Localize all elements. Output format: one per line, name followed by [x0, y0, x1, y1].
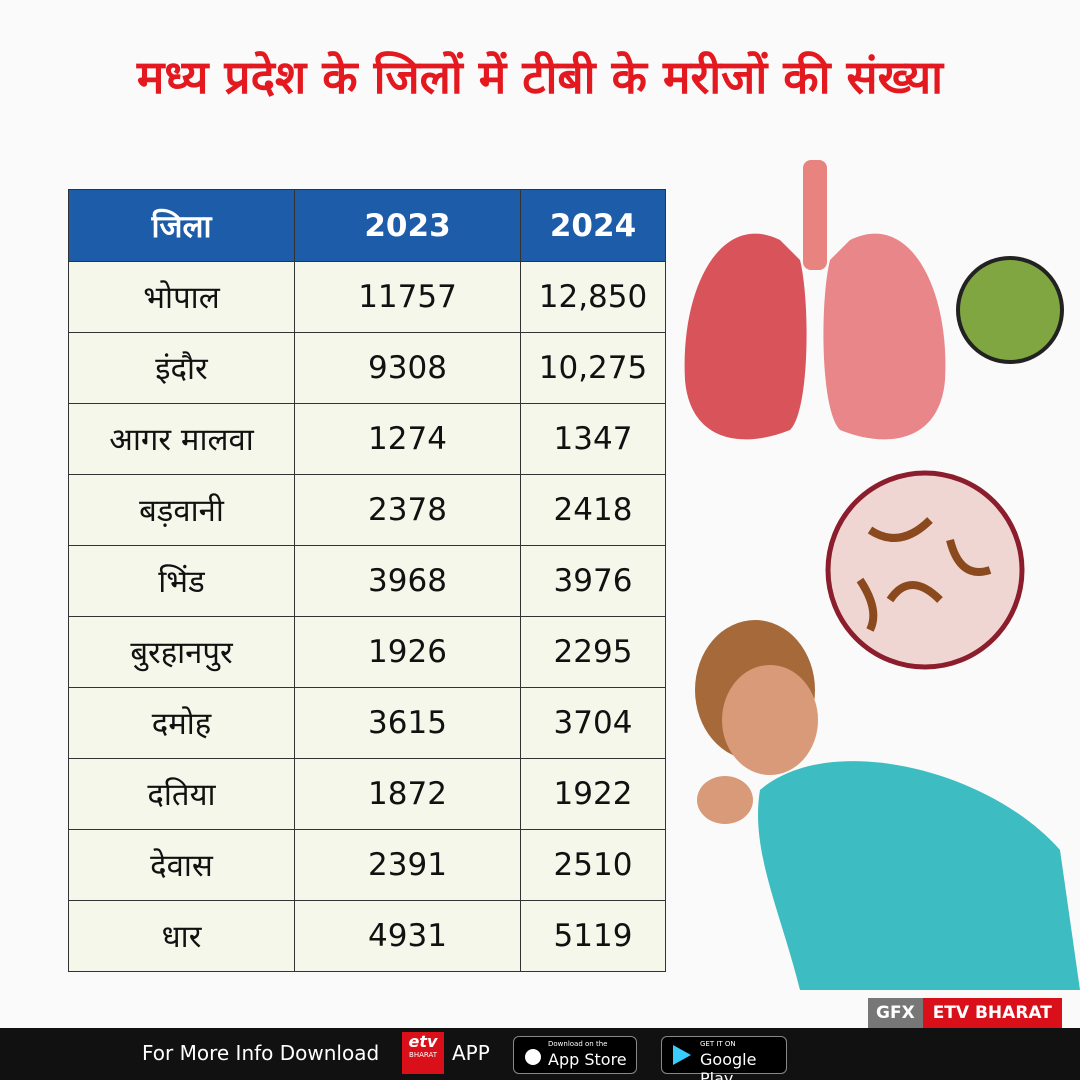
- left-lung: [684, 233, 807, 440]
- table-row: इंदौर 9308 10,275: [68, 332, 666, 404]
- table-row: भिंड 3968 3976: [68, 545, 666, 617]
- district-cell: दमोह: [68, 687, 295, 759]
- count-cell: 1274: [294, 403, 521, 475]
- table-row: आगर मालवा 1274 1347: [68, 403, 666, 475]
- count-cell: 11757: [294, 261, 521, 333]
- table-body: भोपाल 11757 12,850 इंदौर 9308 10,275 आगर मालवा…: [68, 261, 666, 972]
- district-cell: आगर मालवा: [68, 403, 295, 475]
- count-cell: 12,850: [520, 261, 666, 333]
- face: [722, 665, 818, 775]
- header-row: जिला 2023 2024: [68, 189, 666, 262]
- logo-text: etv: [408, 1032, 438, 1051]
- count-cell: 3976: [520, 545, 666, 617]
- apple-icon: [525, 1049, 541, 1065]
- store-small: Download on the: [548, 1040, 608, 1048]
- district-cell: भोपाल: [68, 261, 295, 333]
- count-cell: 3968: [294, 545, 521, 617]
- district-cell: बड़वानी: [68, 474, 295, 546]
- title: मध्य प्रदेश के जिलों में टीबी के मरीजों …: [136, 50, 944, 104]
- bacteria-zoom: [956, 256, 1064, 364]
- count-cell: 3704: [520, 687, 666, 759]
- data-table: जिला 2023 2024 भोपाल 11757 12,850 इंदौर 9308 10…: [68, 189, 666, 972]
- count-cell: 1922: [520, 758, 666, 830]
- footer: For More Info Download etv BHARAT APP Do…: [0, 1028, 1080, 1088]
- badge-prefix: GFX: [868, 998, 923, 1028]
- count-cell: 10,275: [520, 332, 666, 404]
- table-row: दतिया 1872 1922: [68, 758, 666, 830]
- play-icon: [673, 1045, 691, 1065]
- count-cell: 2510: [520, 829, 666, 901]
- illustration: [684, 160, 1080, 990]
- count-cell: 9308: [294, 332, 521, 404]
- trachea: [803, 160, 827, 270]
- google-play-button[interactable]: GET IT ON Google Play: [661, 1036, 787, 1088]
- count-cell: 3615: [294, 687, 521, 759]
- table-row: देवास 2391 2510: [68, 829, 666, 901]
- app-text: APP: [452, 1041, 490, 1065]
- etv-logo: etv BHARAT: [402, 1032, 444, 1074]
- district-cell: दतिया: [68, 758, 295, 830]
- table-row: धार 4931 5119: [68, 900, 666, 972]
- store-big: App Store: [548, 1050, 627, 1069]
- store-big: Google Play: [700, 1050, 757, 1088]
- table-row: दमोह 3615 3704: [68, 687, 666, 759]
- table-row: बड़वानी 2378 2418: [68, 474, 666, 546]
- fist: [697, 776, 753, 824]
- district-cell: धार: [68, 900, 295, 972]
- table-row: बुरहानपुर 1926 2295: [68, 616, 666, 688]
- table-row: भोपाल 11757 12,850: [68, 261, 666, 333]
- bacteria-circle: [825, 470, 1025, 670]
- count-cell: 2295: [520, 616, 666, 688]
- count-cell: 1872: [294, 758, 521, 830]
- gfx-badge: GFX ETV BHARAT: [868, 998, 1062, 1028]
- count-cell: 2418: [520, 474, 666, 546]
- right-lung: [823, 233, 946, 440]
- footer-text: For More Info Download: [142, 1041, 380, 1065]
- column-header: 2024: [520, 189, 666, 262]
- count-cell: 4931: [294, 900, 521, 972]
- district-cell: भिंड: [68, 545, 295, 617]
- count-cell: 1926: [294, 616, 521, 688]
- app-store-button[interactable]: Download on the App Store: [513, 1036, 637, 1074]
- count-cell: 2391: [294, 829, 521, 901]
- district-cell: बुरहानपुर: [68, 616, 295, 688]
- bacteria: [856, 517, 992, 632]
- count-cell: 2378: [294, 474, 521, 546]
- count-cell: 1347: [520, 403, 666, 475]
- badge-brand: ETV BHARAT: [922, 998, 1062, 1028]
- shirt: [758, 761, 1080, 990]
- store-small: GET IT ON: [700, 1040, 736, 1048]
- column-header: 2023: [294, 189, 521, 262]
- district-cell: इंदौर: [68, 332, 295, 404]
- district-cell: देवास: [68, 829, 295, 901]
- count-cell: 5119: [520, 900, 666, 972]
- logo-sub: BHARAT: [409, 1051, 437, 1059]
- column-header: जिला: [68, 189, 295, 262]
